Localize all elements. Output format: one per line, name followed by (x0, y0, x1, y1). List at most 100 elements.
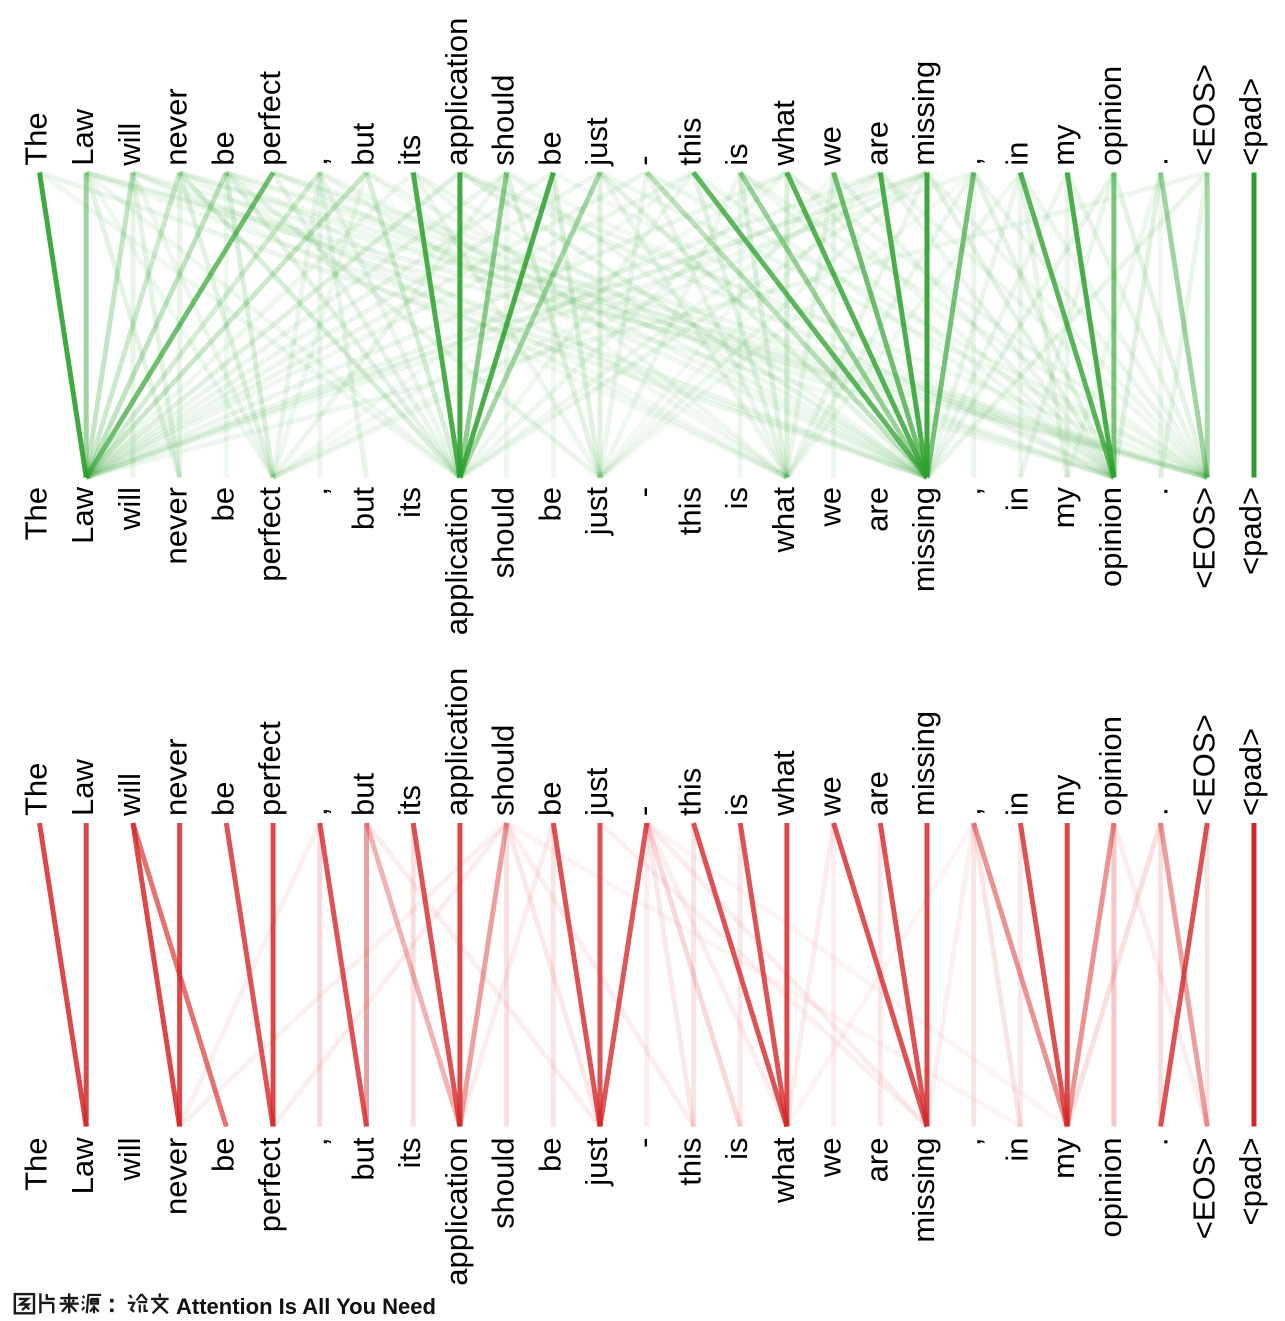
svg-text:what: what (766, 1137, 801, 1204)
svg-text:we: we (813, 1138, 848, 1179)
svg-text:are: are (859, 121, 894, 166)
svg-text:Law: Law (65, 486, 100, 543)
svg-text:.: . (1140, 157, 1175, 166)
svg-text:my: my (1046, 487, 1081, 529)
svg-text:,: , (299, 1138, 334, 1147)
svg-text:just: just (579, 117, 614, 167)
svg-text:The: The (19, 112, 54, 165)
svg-text:should: should (486, 74, 521, 165)
svg-text:is: is (719, 143, 754, 165)
svg-text:-: - (626, 155, 661, 165)
svg-text:never: never (159, 487, 194, 565)
svg-text:,: , (299, 807, 334, 816)
svg-text:be: be (205, 1138, 240, 1172)
svg-text:but: but (346, 487, 381, 530)
svg-text:The: The (19, 487, 54, 540)
svg-text:application: application (439, 18, 474, 166)
svg-text:opinion: opinion (1093, 66, 1128, 166)
svg-text:missing: missing (906, 711, 941, 816)
svg-text:are: are (859, 487, 894, 532)
svg-text:this: this (673, 118, 708, 166)
svg-text:just: just (579, 767, 614, 817)
svg-text:is: is (719, 1138, 754, 1160)
svg-text:but: but (346, 122, 381, 165)
svg-text:its: its (392, 785, 427, 816)
svg-text:,: , (953, 1138, 988, 1147)
svg-text:<EOS>: <EOS> (1186, 64, 1221, 166)
svg-text:its: its (392, 487, 427, 518)
svg-text:Law: Law (65, 759, 100, 816)
svg-text:be: be (205, 487, 240, 521)
svg-text:,: , (953, 807, 988, 816)
svg-text:never: never (159, 88, 194, 166)
svg-text:missing: missing (906, 1138, 941, 1243)
svg-text:will: will (112, 1138, 147, 1182)
svg-text:just: just (579, 1137, 614, 1187)
svg-text:are: are (859, 771, 894, 816)
svg-text:opinion: opinion (1093, 1138, 1128, 1238)
svg-text:but: but (346, 773, 381, 816)
svg-text:be: be (205, 782, 240, 816)
svg-text:never: never (159, 1138, 194, 1216)
svg-text:be: be (532, 1138, 567, 1172)
svg-text:should: should (486, 1138, 521, 1229)
svg-text:its: its (392, 135, 427, 166)
svg-text:Law: Law (65, 1137, 100, 1194)
svg-text:,: , (953, 487, 988, 496)
svg-text:application: application (439, 1138, 474, 1286)
svg-text:be: be (532, 487, 567, 521)
svg-text:will: will (112, 773, 147, 817)
svg-text:<pad>: <pad> (1233, 487, 1268, 575)
svg-text:in: in (999, 792, 1034, 816)
svg-text:perfect: perfect (252, 721, 287, 816)
svg-text:<pad>: <pad> (1233, 78, 1268, 166)
svg-text:in: in (999, 487, 1034, 511)
svg-text:.: . (1140, 487, 1175, 496)
svg-text:we: we (813, 126, 848, 167)
svg-text:we: we (813, 487, 848, 528)
svg-text:.: . (1140, 807, 1175, 816)
svg-text:perfect: perfect (252, 71, 287, 166)
svg-text:<EOS>: <EOS> (1186, 714, 1221, 816)
svg-text:what: what (766, 100, 801, 167)
svg-text:-: - (626, 487, 661, 497)
svg-text:<EOS>: <EOS> (1186, 487, 1221, 589)
svg-text:missing: missing (906, 487, 941, 592)
svg-text:-: - (626, 806, 661, 816)
svg-text:<pad>: <pad> (1233, 1138, 1268, 1226)
svg-text:,: , (953, 157, 988, 166)
svg-text:we: we (813, 776, 848, 817)
svg-text:Attention Is All You Need: Attention Is All You Need (176, 1294, 436, 1319)
svg-text:but: but (346, 1137, 381, 1180)
svg-text:my: my (1046, 1137, 1081, 1179)
svg-text:application: application (439, 668, 474, 816)
svg-text:my: my (1046, 774, 1081, 816)
svg-text:is: is (719, 794, 754, 816)
svg-text:The: The (19, 1138, 54, 1191)
svg-text:just: just (579, 487, 614, 537)
svg-text:is: is (719, 487, 754, 509)
svg-text:my: my (1046, 124, 1081, 166)
svg-text:application: application (439, 487, 474, 635)
svg-text:will: will (112, 487, 147, 531)
svg-text:be: be (532, 782, 567, 816)
svg-text:.: . (1140, 1138, 1175, 1147)
svg-text:Law: Law (65, 108, 100, 165)
svg-text:missing: missing (906, 61, 941, 166)
svg-text:opinion: opinion (1093, 487, 1128, 587)
svg-text:be: be (205, 131, 240, 165)
svg-text:,: , (299, 157, 334, 166)
svg-text:will: will (112, 123, 147, 167)
svg-text:in: in (999, 142, 1034, 166)
svg-text:should: should (486, 487, 521, 578)
svg-text:perfect: perfect (252, 487, 287, 582)
svg-text:should: should (486, 725, 521, 816)
svg-text:in: in (999, 1138, 1034, 1162)
svg-text:The: The (19, 763, 54, 816)
svg-text:opinion: opinion (1093, 716, 1128, 816)
svg-text:perfect: perfect (252, 1137, 287, 1232)
svg-text:,: , (299, 487, 334, 496)
svg-text:this: this (673, 487, 708, 535)
svg-text:<EOS>: <EOS> (1186, 1138, 1221, 1240)
svg-text:never: never (159, 738, 194, 816)
